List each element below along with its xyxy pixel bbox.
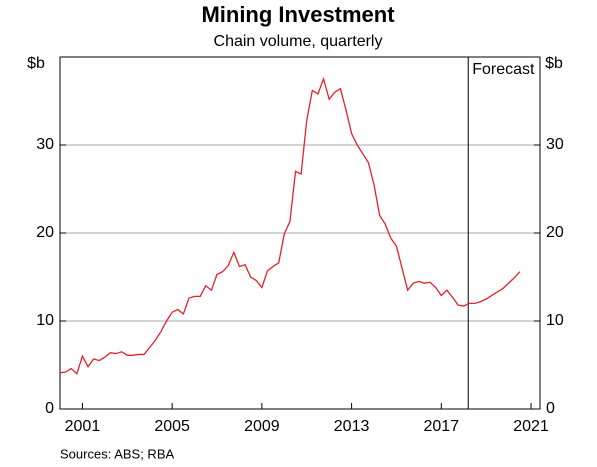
- y-tick-label: 10: [546, 312, 564, 329]
- y-tick-label: 0: [45, 400, 54, 417]
- x-tick-label: 2001: [65, 418, 101, 435]
- y-unit: $b: [545, 55, 563, 72]
- x-tick-label: 2017: [424, 418, 460, 435]
- source: Sources: ABS; RBA: [60, 446, 174, 461]
- y-tick-label: 30: [546, 136, 564, 153]
- y-tick-label: 20: [546, 224, 564, 241]
- chart-subtitle: Chain volume, quarterly: [214, 33, 383, 50]
- chart-title: Mining Investment: [201, 2, 395, 27]
- y-unit: $b: [27, 55, 45, 72]
- x-tick-label: 2009: [244, 418, 280, 435]
- y-tick-label: 30: [36, 136, 54, 153]
- y-tick-label: 0: [546, 400, 555, 417]
- x-tick-label: 2005: [154, 418, 190, 435]
- plot-frame: [59, 56, 541, 410]
- x-tick-label: 2013: [334, 418, 370, 435]
- data-line: [59, 76, 521, 375]
- annotation: Forecast: [472, 61, 535, 78]
- y-tick-label: 10: [36, 312, 54, 329]
- x-tick-label: 2021: [513, 418, 549, 435]
- y-tick-label: 20: [36, 224, 54, 241]
